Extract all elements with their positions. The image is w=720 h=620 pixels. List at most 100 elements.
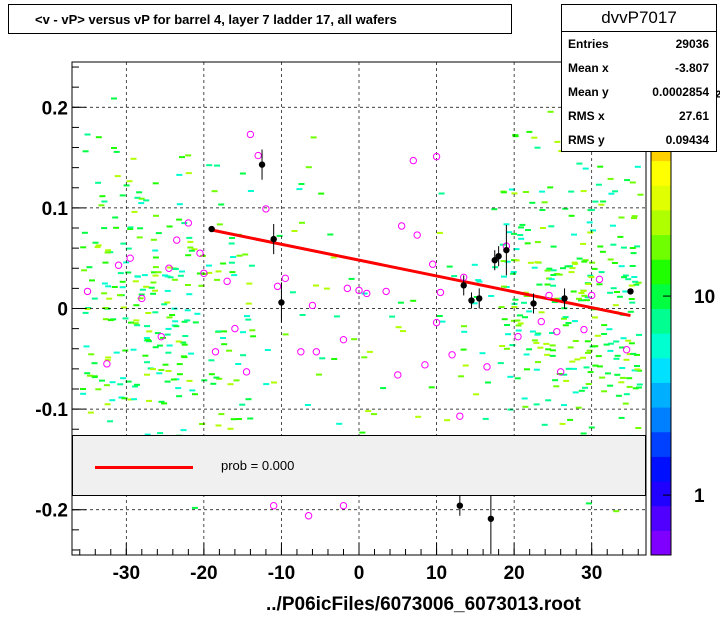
heat-cell [119,280,126,283]
heat-cell [534,241,541,244]
heat-cell [628,342,635,345]
heat-cell [166,316,173,319]
heat-cell [625,339,632,342]
heat-cell [82,311,89,314]
heat-cell [198,284,205,287]
heat-cell [578,299,584,302]
profile-point-open [304,512,313,520]
heat-cell [629,265,636,267]
heat-cell [282,333,289,336]
heat-cell [594,334,601,337]
heat-cell [632,280,639,283]
heat-cell [191,248,198,251]
heat-cell [525,229,531,231]
heat-cell [499,243,506,246]
heat-cell [629,181,636,184]
heat-cell [513,259,520,262]
heat-cell [313,284,319,287]
heat-cell [184,319,191,322]
heat-cell [545,348,552,351]
heat-cell [160,336,167,339]
heat-cell [206,271,213,274]
heat-cell [428,386,435,389]
heat-cell [572,262,579,265]
heat-cell [145,312,152,314]
profile-point-open [308,301,317,310]
heat-cell [327,233,334,236]
heat-cell [634,365,640,367]
heat-cell [291,230,298,232]
stats-row-mean-y: Mean y 0.0002854 [562,80,716,104]
heat-cell [534,261,541,264]
heat-cell [562,207,569,210]
heat-cell [533,368,540,371]
heat-cell [186,236,193,239]
heat-cell [619,367,626,369]
heat-cell [543,342,550,345]
stats-value: 29036 [675,37,709,51]
heat-cell [166,225,173,228]
profile-point-open [448,351,456,359]
heat-cell [152,182,159,185]
profile-point [270,235,277,243]
heat-cell [580,289,587,292]
stats-name: dvvP7017 [562,5,716,32]
heat-cell [230,256,237,258]
heat-cell [323,287,330,290]
heat-cell [132,385,138,388]
legend-box: prob = 0.000 [72,435,646,496]
heat-cell [336,422,343,425]
heat-cell [471,263,478,266]
heat-cell [117,272,124,275]
heat-cell [524,242,531,245]
heat-cell [531,136,538,139]
heat-cell [511,306,518,308]
heat-cell [152,346,159,349]
x-tick-label: -30 [113,563,140,584]
heat-cell [588,276,595,279]
heat-cell [599,376,606,379]
heat-cell [216,377,223,380]
color-palette: 11010² [650,61,720,556]
heat-cell [574,358,581,361]
heat-cell [144,433,151,436]
heat-cell [511,302,518,305]
heat-cell [500,191,507,194]
heat-cell [500,260,507,263]
heat-cell [152,266,159,269]
heat-cell [80,388,86,390]
heat-cell [120,306,127,309]
profile-point-open [281,274,290,283]
heat-cell [580,242,587,245]
heat-cell [491,208,498,211]
heat-cell [138,202,145,205]
heat-cell [538,311,545,314]
heat-cell [618,381,625,384]
heat-cell [105,356,112,359]
heat-cell [561,404,567,407]
heat-cell [84,308,91,310]
heat-cell [553,385,560,388]
profile-point-open [428,260,437,268]
heatmap-cells [80,97,644,513]
points-layer [83,130,634,554]
profile-point-open [595,275,604,284]
heat-cell [181,222,188,225]
profile-point-open [273,282,282,291]
heat-cell [215,424,222,427]
stats-row-entries: Entries 29036 [562,32,716,56]
heat-cell [561,317,567,320]
heat-cell [507,375,514,378]
heat-cell [81,269,88,272]
heat-cell [134,196,141,199]
heat-cell [616,295,623,298]
heat-cell [240,354,247,357]
heat-cell [570,367,577,370]
heat-cell [86,374,93,377]
heat-cell [104,359,111,362]
y-tick-label: -0.2 [35,501,68,522]
heat-cell [154,332,161,335]
heat-cell [152,274,159,277]
heat-cell [634,245,641,248]
heat-cell [476,280,483,283]
